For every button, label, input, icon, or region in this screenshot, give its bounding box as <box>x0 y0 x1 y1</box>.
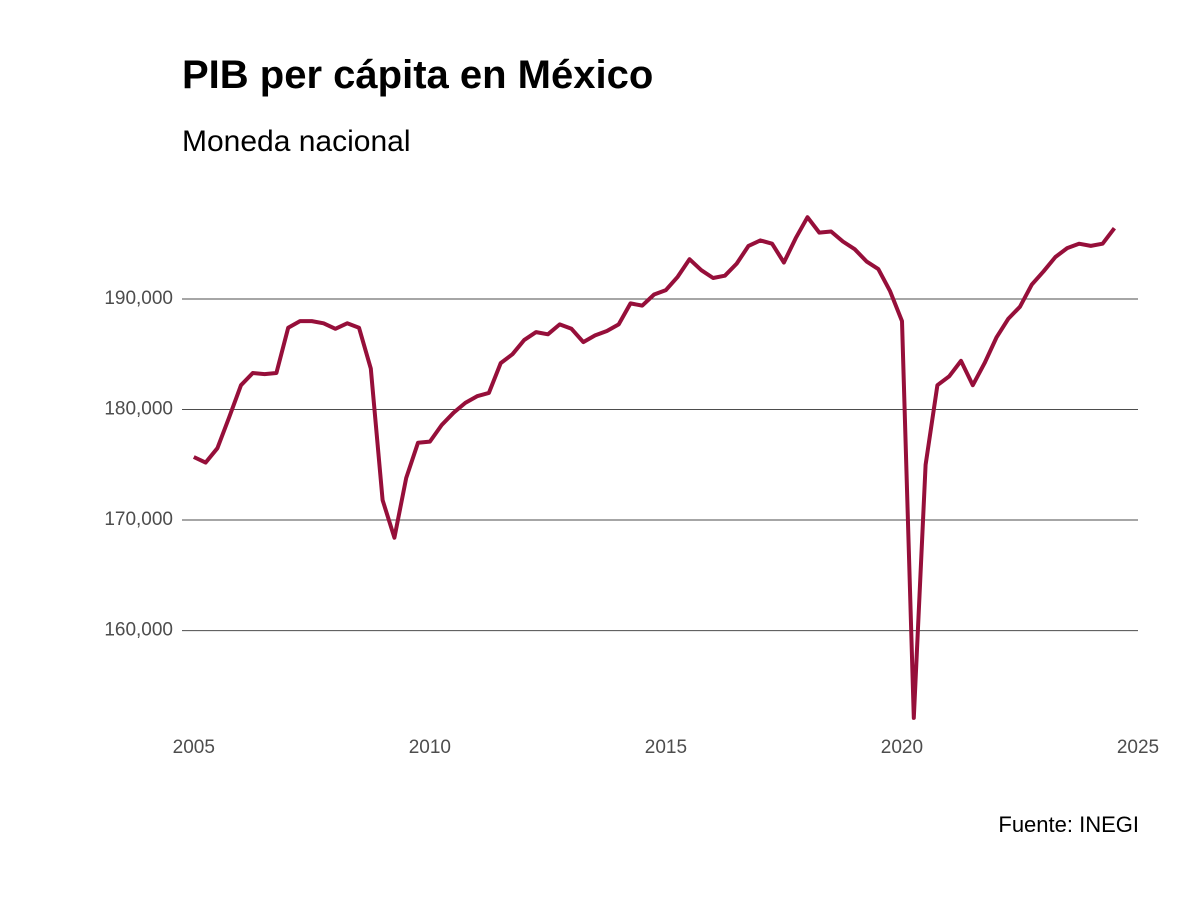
y-tick-label: 190,000 <box>104 288 173 309</box>
y-axis-ticks: 160,000 170,000 180,000 190,000 <box>104 288 173 641</box>
source-note: Fuente: INEGI <box>998 812 1139 837</box>
x-tick-label: 2020 <box>881 737 923 758</box>
y-tick-label: 180,000 <box>104 399 173 420</box>
series-layer <box>192 215 1116 720</box>
series-line <box>192 215 1116 720</box>
x-axis-ticks: 2005 2010 2015 2020 2025 <box>173 737 1159 758</box>
chart-title: PIB per cápita en México <box>182 53 654 97</box>
gridlines <box>182 298 1138 632</box>
x-tick-label: 2025 <box>1117 737 1159 758</box>
y-tick-label: 170,000 <box>104 509 173 530</box>
x-tick-label: 2015 <box>645 737 687 758</box>
chart-subtitle: Moneda nacional <box>182 125 411 158</box>
x-tick-label: 2005 <box>173 737 215 758</box>
y-tick-label: 160,000 <box>104 620 173 641</box>
x-tick-label: 2010 <box>409 737 451 758</box>
